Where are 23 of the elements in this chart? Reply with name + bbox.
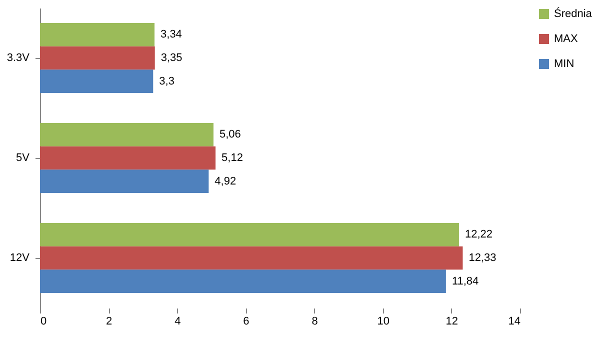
data-label: 3,34 <box>160 28 182 41</box>
data-label: 5,06 <box>219 128 241 141</box>
legend-label: MAX <box>554 33 578 45</box>
x-tick-label: 2 <box>106 316 112 328</box>
x-tick-label: 6 <box>243 316 250 328</box>
x-tick-label: 4 <box>174 316 181 328</box>
x-tick-label: 12 <box>446 316 458 328</box>
data-label: 3,3 <box>159 75 174 88</box>
x-tick-label: 14 <box>508 316 520 328</box>
data-label: 12,22 <box>464 228 493 241</box>
x-tick-label: 0 <box>40 316 47 328</box>
data-label: 12,33 <box>468 252 496 264</box>
y-tick-label: 12V <box>10 252 30 264</box>
data-label: 5,12 <box>222 152 243 164</box>
data-label: 11,84 <box>452 275 479 288</box>
data-label: 3,35 <box>160 52 182 64</box>
x-tick-label: 8 <box>312 316 318 328</box>
legend-label: MIN <box>554 58 574 70</box>
y-tick-label: 5V <box>16 152 30 164</box>
data-label: 4,92 <box>214 175 236 188</box>
x-tick-label: 10 <box>377 316 390 328</box>
y-tick-label: 3.3V <box>6 52 30 64</box>
legend-label: Średnia <box>554 7 593 20</box>
